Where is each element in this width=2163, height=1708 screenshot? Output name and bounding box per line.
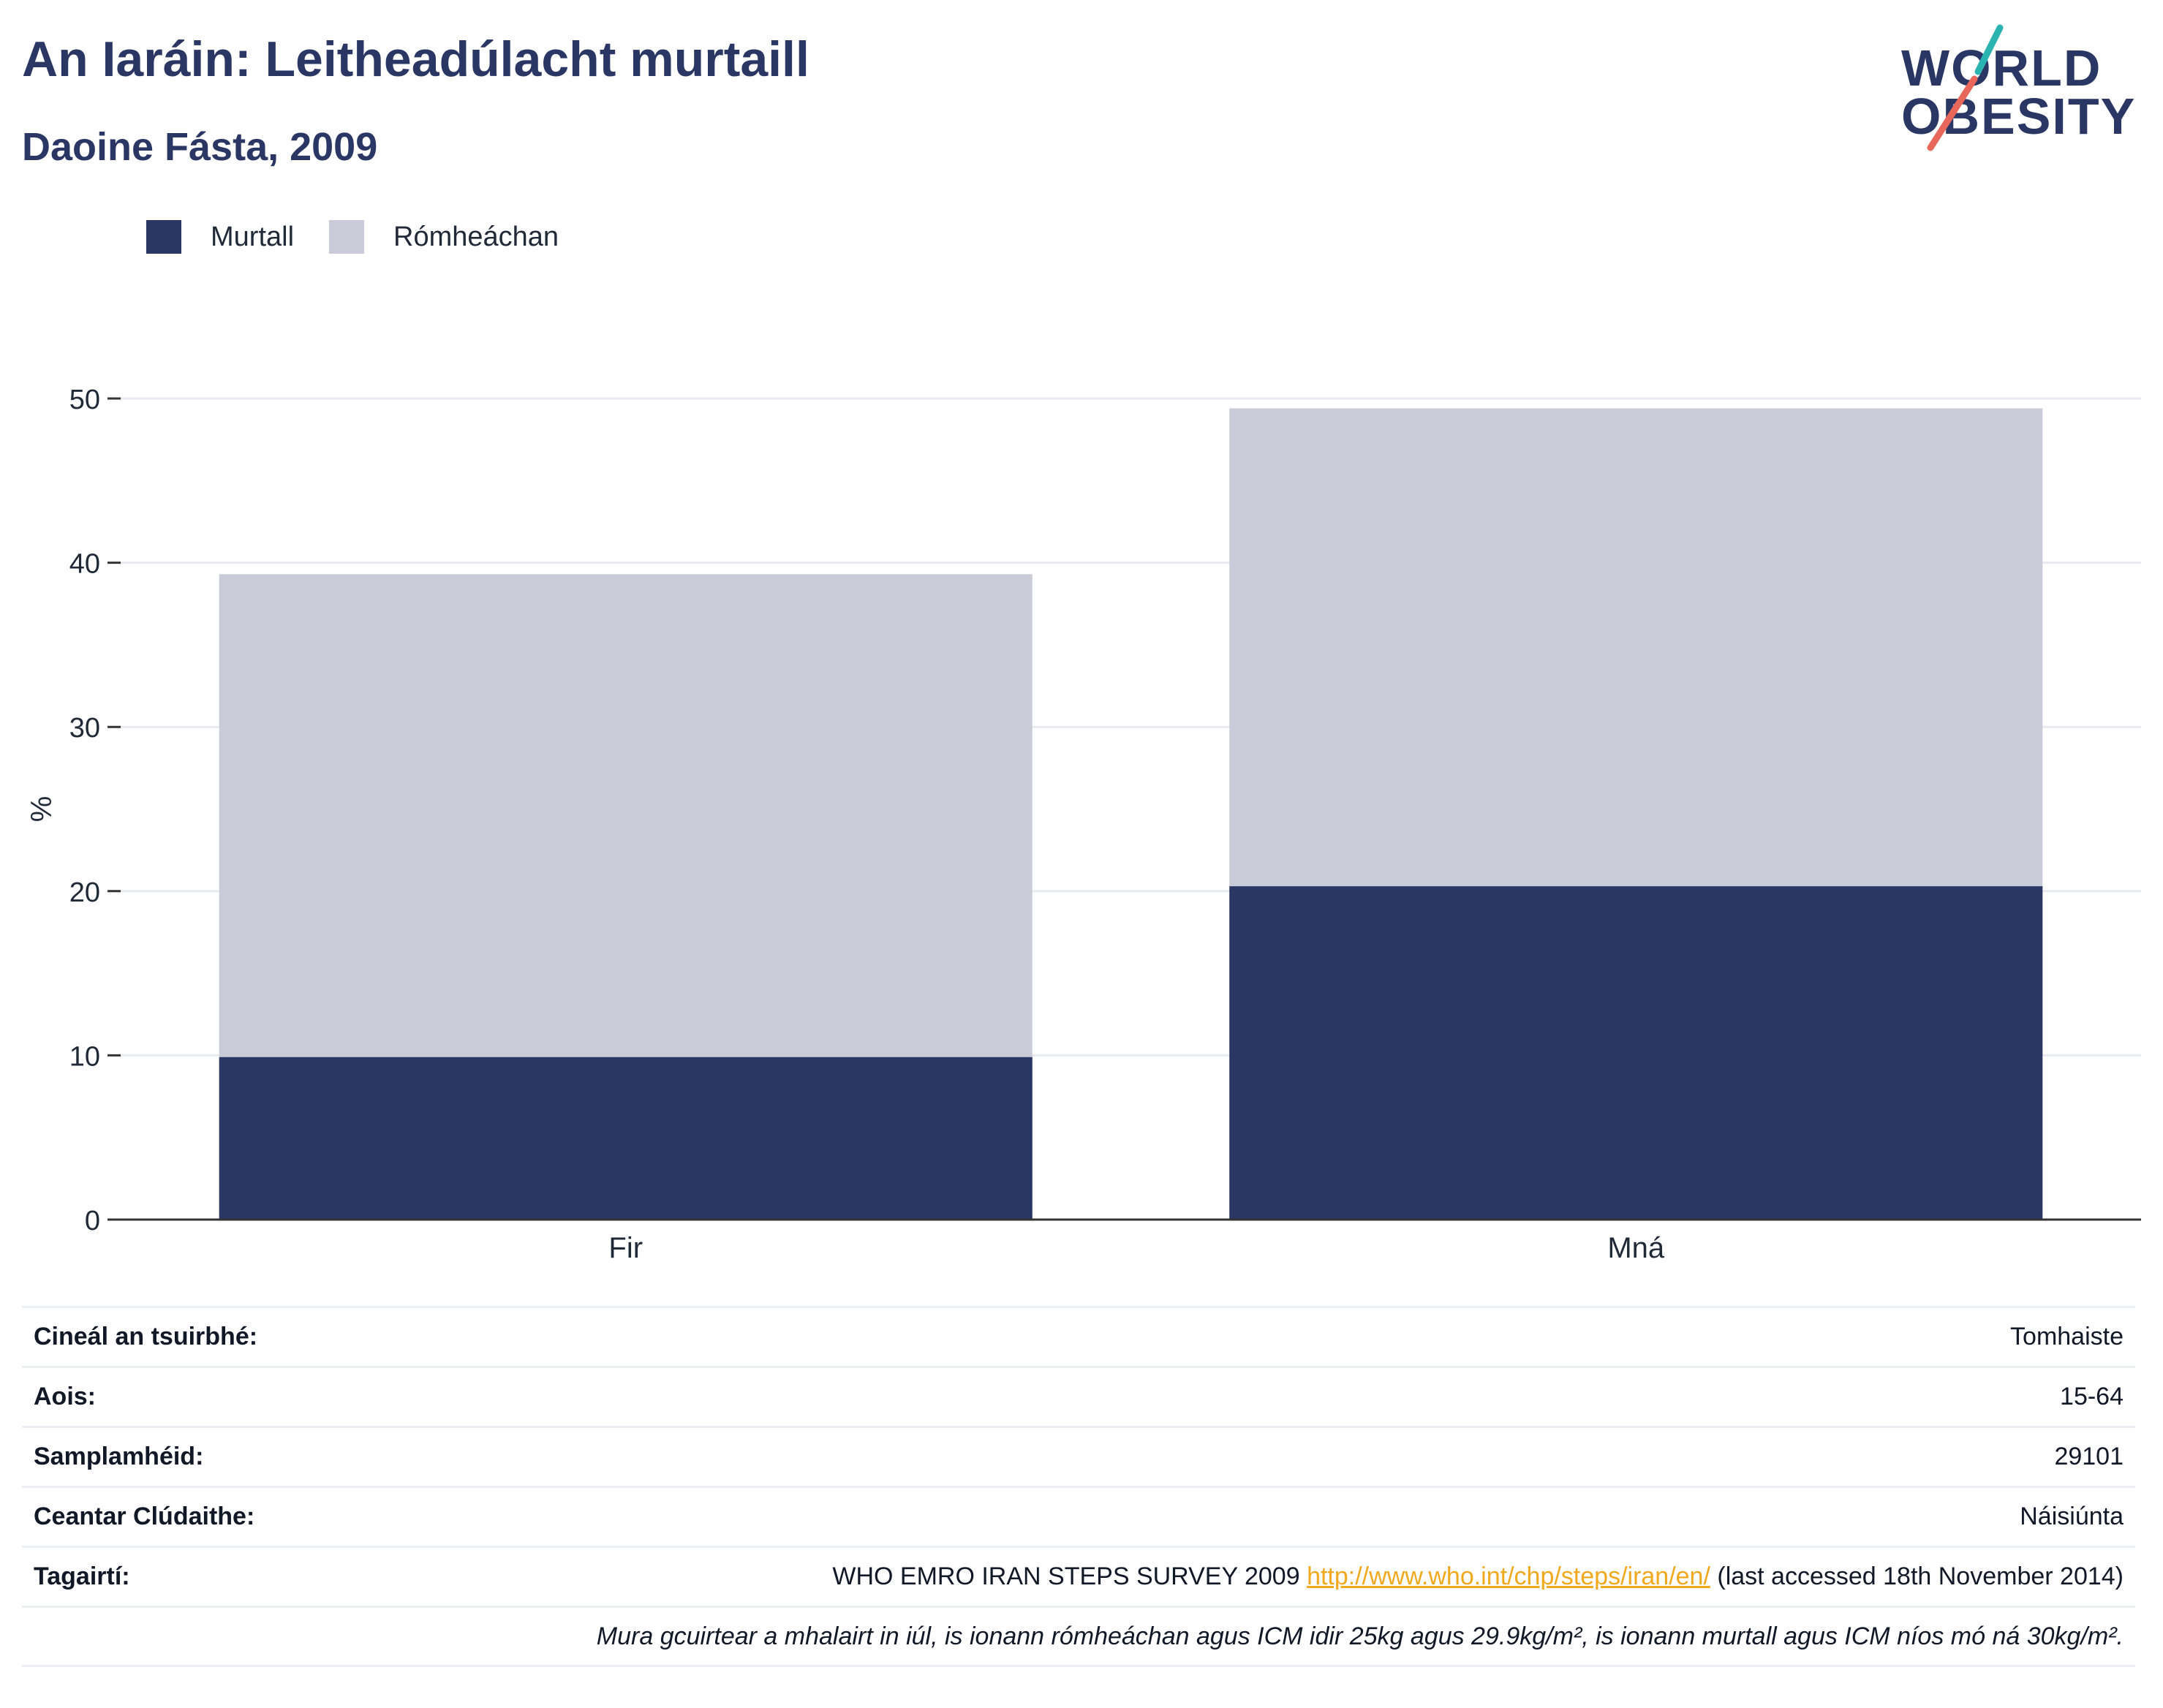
info-row-age: Aois: 15-64 (22, 1366, 2135, 1426)
chart-legend: Murtall Rómheáchan (146, 218, 594, 256)
info-value: Tomhaiste (2010, 1323, 2124, 1350)
y-tick-label: 30 (69, 713, 100, 744)
logo-slash-icon (1927, 24, 2004, 151)
legend-swatch-murtall (146, 220, 181, 254)
stacked-bar-chart: 0 10 20 30 40 50% Fir Mná (26, 385, 2141, 1264)
info-label: Cineál an tsuirbhé: (34, 1323, 258, 1350)
references-value: WHO EMRO IRAN STEPS SURVEY 2009 http://w… (832, 1562, 2124, 1591)
info-value: 15-64 (2060, 1383, 2124, 1410)
info-value: 29101 (2054, 1443, 2124, 1470)
info-row-sample-size: Samplamhéid: 29101 (22, 1426, 2135, 1486)
world-obesity-logo: WORLD OBESITY (1901, 22, 2150, 161)
legend-item-murtall[interactable]: Murtall (146, 220, 294, 254)
references-suffix: (last accessed 18th November 2014) (1717, 1562, 2124, 1590)
y-tick-label: 20 (69, 877, 100, 908)
legend-swatch-romheachan (329, 220, 365, 254)
definition-note: Mura gcuirtear a mhalairt in iúl, is ion… (22, 1606, 2135, 1667)
info-label: Ceantar Clúdaithe: (34, 1503, 255, 1530)
y-tick-label: 50 (69, 385, 100, 415)
x-tick-label: Fir (608, 1232, 643, 1264)
logo-text-world: WORLD (1901, 39, 2102, 97)
info-label: Aois: (34, 1383, 96, 1410)
y-tick-label: 0 (85, 1206, 100, 1236)
info-label: Samplamhéid: (34, 1443, 204, 1470)
y-axis-label: % (26, 796, 58, 823)
chart-subtitle: Daoine Fásta, 2009 (22, 125, 378, 169)
references-prefix: WHO EMRO IRAN STEPS SURVEY 2009 (832, 1562, 1300, 1590)
legend-label-murtall: Murtall (211, 221, 295, 252)
legend-item-romheachan[interactable]: Rómheáchan (329, 220, 559, 254)
chart-title: An Iaráin: Leitheadúlacht murtaill (22, 31, 809, 87)
bar-murtall-mná (1229, 886, 2043, 1220)
references-label: Tagairtí: (34, 1562, 130, 1590)
info-row-coverage: Ceantar Clúdaithe: Náisiúnta (22, 1486, 2135, 1546)
survey-info-table: Cineál an tsuirbhé: Tomhaiste Aois: 15-6… (22, 1306, 2135, 1667)
info-row-survey-type: Cineál an tsuirbhé: Tomhaiste (22, 1306, 2135, 1366)
legend-label-romheachan: Rómheáchan (393, 221, 559, 252)
info-row-references: Tagairtí: WHO EMRO IRAN STEPS SURVEY 200… (22, 1546, 2135, 1606)
info-value: Náisiúnta (2020, 1503, 2124, 1530)
y-tick-label: 40 (69, 549, 100, 580)
bar-murtall-fir (219, 1057, 1033, 1220)
bar-rómheáchan-fir (219, 574, 1033, 1057)
references-link[interactable]: http://www.who.int/chp/steps/iran/en/ (1307, 1562, 1710, 1590)
bar-rómheáchan-mná (1229, 408, 2043, 887)
y-tick-label: 10 (69, 1041, 100, 1072)
x-tick-label: Mná (1607, 1232, 1665, 1264)
